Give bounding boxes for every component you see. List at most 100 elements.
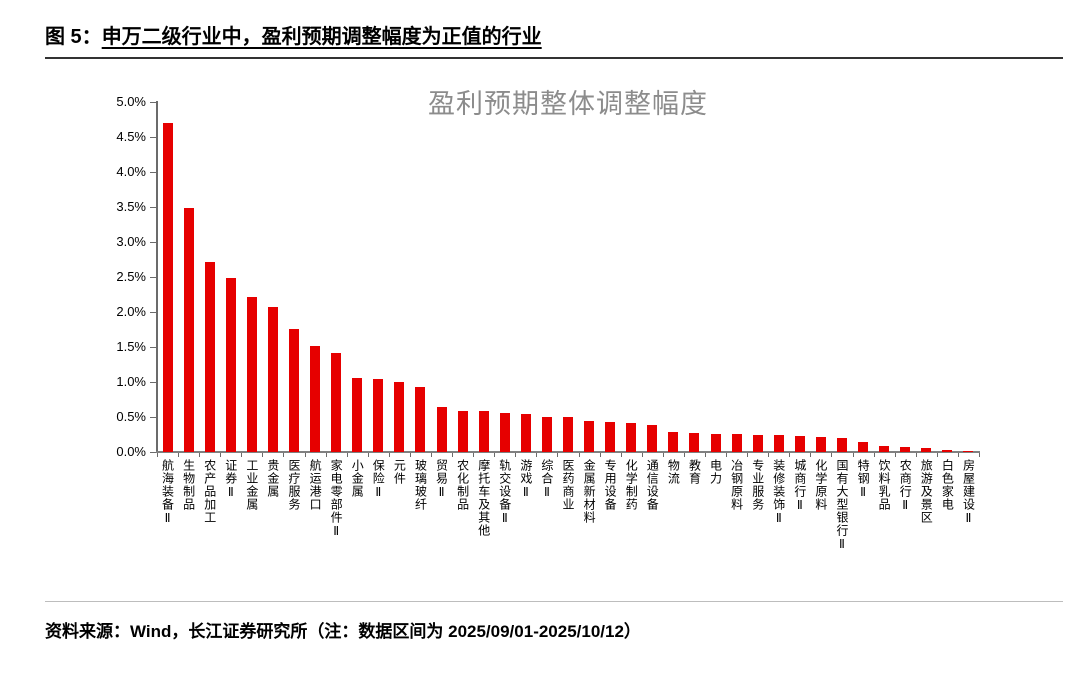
x-axis-tick xyxy=(452,453,454,457)
x-axis-category-label: 贸易Ⅱ xyxy=(434,459,449,500)
x-axis-category-label: 金属新材料 xyxy=(582,459,597,524)
x-axis-category-label: 房屋建设Ⅱ xyxy=(961,459,976,526)
y-axis-tick-label: 3.0% xyxy=(116,234,146,249)
x-axis-tick xyxy=(979,453,980,457)
x-axis-tick xyxy=(157,453,158,457)
x-axis-category-label: 家电零部件Ⅱ xyxy=(329,459,344,539)
bar xyxy=(963,450,974,452)
bar xyxy=(773,435,784,452)
bar xyxy=(710,433,721,452)
bar xyxy=(499,412,510,452)
x-axis-tick xyxy=(241,453,243,457)
x-axis-tick xyxy=(367,453,369,457)
bar xyxy=(815,437,826,452)
bar xyxy=(541,417,552,452)
x-axis-tick xyxy=(936,453,938,457)
bar xyxy=(225,278,236,452)
x-axis-category-label: 电力 xyxy=(708,459,723,485)
x-axis-tick xyxy=(220,453,222,457)
x-axis-category-label: 保险Ⅱ xyxy=(371,459,386,500)
x-axis-tick xyxy=(325,453,327,457)
x-axis-tick xyxy=(388,453,390,457)
x-axis-category-label: 证券Ⅱ xyxy=(223,459,238,500)
x-axis-line xyxy=(156,451,980,453)
x-axis-tick xyxy=(641,453,643,457)
y-axis-tick-label: 1.0% xyxy=(116,374,146,389)
x-axis-tick xyxy=(578,453,580,457)
bar xyxy=(668,431,679,452)
x-axis-tick xyxy=(662,453,664,457)
y-axis-tick xyxy=(150,171,156,173)
chart-title: 盈利预期整体调整幅度 xyxy=(428,89,708,119)
x-axis-category-label: 游戏Ⅱ xyxy=(518,459,533,500)
source-note: 资料来源：Wind，长江证券研究所（注：数据区间为 2025/09/01-202… xyxy=(45,601,1063,642)
x-axis-category-label: 小金属 xyxy=(350,459,365,498)
x-axis-category-label: 通信设备 xyxy=(645,459,660,511)
x-axis-tick xyxy=(873,453,875,457)
bar xyxy=(731,433,742,452)
x-axis-tick xyxy=(557,453,559,457)
y-axis-line xyxy=(156,101,158,453)
y-axis-tick-label: 2.0% xyxy=(116,304,146,319)
bar xyxy=(689,433,700,452)
x-axis-category-label: 农商行Ⅱ xyxy=(898,459,913,513)
x-axis-category-label: 国有大型银行Ⅱ xyxy=(835,459,849,552)
x-axis-tick xyxy=(894,453,896,457)
y-axis-tick-label: 4.0% xyxy=(116,164,146,179)
x-axis-category-label: 城商行Ⅱ xyxy=(792,459,807,513)
figure-caption: 图 5：申万二级行业中，盈利预期调整幅度为正值的行业 xyxy=(45,24,1063,59)
x-axis-tick xyxy=(494,453,496,457)
bar xyxy=(605,421,616,452)
bar xyxy=(415,386,426,452)
x-axis-category-label: 冶钢原料 xyxy=(729,459,744,511)
x-axis-category-label: 旅游及景区 xyxy=(919,459,934,524)
x-axis-category-label: 贵金属 xyxy=(265,459,280,498)
x-axis-category-label: 农产品加工 xyxy=(202,459,217,524)
x-axis-category-label: 化学原料 xyxy=(813,459,828,511)
x-axis-category-label: 特钢Ⅱ xyxy=(856,459,871,500)
bar xyxy=(647,424,658,452)
bar xyxy=(457,410,468,452)
y-axis-tick xyxy=(150,416,156,418)
x-axis-tick xyxy=(199,453,201,457)
bar xyxy=(626,422,637,452)
x-axis-category-label: 航运港口 xyxy=(308,459,323,511)
x-axis-category-label: 轨交设备Ⅱ xyxy=(497,459,512,526)
x-axis-category-label: 白色家电 xyxy=(940,459,955,511)
x-axis-tick xyxy=(346,453,348,457)
bar xyxy=(289,328,299,452)
bar xyxy=(520,414,531,452)
figure-caption-label: 图 5： xyxy=(45,26,102,48)
x-axis-category-label: 生物制品 xyxy=(181,459,196,511)
x-axis-tick xyxy=(957,453,959,457)
x-axis-tick xyxy=(283,453,285,457)
y-axis-tick xyxy=(150,136,156,138)
x-axis-category-label: 工业金属 xyxy=(244,459,259,511)
bar xyxy=(246,296,257,452)
y-axis-tick xyxy=(150,101,156,103)
bar xyxy=(794,435,805,452)
y-axis-tick xyxy=(150,346,156,348)
y-axis-tick xyxy=(150,381,156,383)
x-axis-tick xyxy=(683,453,685,457)
bar xyxy=(310,346,321,452)
x-axis-tick xyxy=(178,453,180,457)
y-axis-tick-label: 3.5% xyxy=(116,199,146,214)
x-axis-category-label: 医疗服务 xyxy=(287,459,301,511)
bar xyxy=(900,447,911,452)
x-axis-tick xyxy=(536,453,538,457)
bar xyxy=(879,445,890,452)
y-axis-tick-label: 2.5% xyxy=(116,269,146,284)
x-axis-category-label: 医药商业 xyxy=(561,459,575,511)
x-axis-tick xyxy=(515,453,517,457)
x-axis-tick xyxy=(810,453,812,457)
x-axis-category-label: 综合Ⅱ xyxy=(539,459,554,500)
x-axis-category-label: 玻璃玻纤 xyxy=(413,459,428,511)
x-axis-category-label: 摩托车及其他 xyxy=(476,459,491,537)
x-axis-category-label: 专用设备 xyxy=(603,459,618,511)
x-axis-category-label: 专业服务 xyxy=(750,459,765,511)
x-axis-category-label: 物流 xyxy=(666,459,681,485)
x-axis-tick xyxy=(726,453,728,457)
